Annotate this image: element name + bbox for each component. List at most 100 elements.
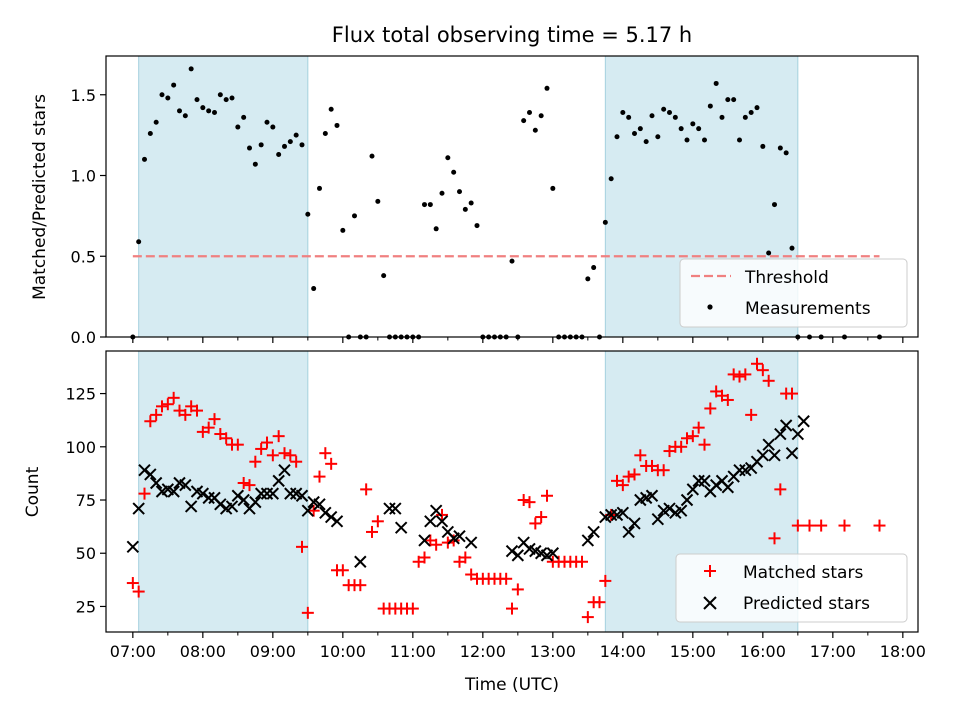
predicted-star-point (214, 498, 227, 511)
predicted-star-point (278, 464, 291, 477)
predicted-star-point (144, 468, 157, 481)
x-tick-label: 12:00 (460, 642, 506, 661)
matched-star-point (786, 387, 798, 400)
matched-star-point (704, 402, 717, 415)
matched-star-point (167, 391, 180, 404)
measurement-point (637, 126, 643, 132)
y-tick-label: 25 (76, 597, 96, 616)
chart-title: Flux total observing time = 5.17 h (332, 23, 692, 47)
predicted-star-point (628, 517, 641, 530)
predicted-star-point (196, 487, 210, 500)
measurement-point (532, 127, 538, 133)
predicted-star-point (254, 487, 268, 500)
measurement-point (760, 143, 766, 149)
measurement-point (527, 110, 532, 116)
measurement-point (667, 110, 672, 116)
measurement-point (264, 119, 270, 125)
predicted-star-point (616, 506, 630, 519)
predicted-star-point (464, 536, 478, 549)
measurement-point (690, 121, 696, 127)
predicted-star-point (511, 549, 525, 562)
predicted-star-point (768, 449, 781, 462)
measurement-point (439, 190, 445, 196)
predicted-star-point (721, 481, 735, 494)
matched-star-point (243, 479, 256, 492)
matched-star-point (418, 551, 431, 564)
measurement-point (731, 97, 737, 103)
measurement-point (252, 161, 258, 167)
matched-star-point (721, 393, 734, 406)
bottom-panel: 25 50 75 100 125 07:00 08:00 09:00 10:00 11:00 12… (23, 350, 926, 695)
measurement-point (462, 206, 468, 212)
measurement-point (544, 85, 550, 91)
x-axis-label: Time (UTC) (464, 675, 559, 695)
measurement-point (381, 273, 387, 279)
measurement-point (457, 189, 462, 195)
predicted-star-point (126, 540, 140, 554)
legend-measurements-swatch (707, 304, 713, 310)
measurement-point (742, 114, 748, 120)
matched-star-point (541, 489, 553, 502)
predicted-star-point (324, 510, 338, 524)
measurement-point (334, 122, 340, 128)
matched-star-point (366, 525, 378, 538)
matched-star-point (336, 564, 349, 577)
matched-star-point (406, 602, 419, 615)
matched-star-point (255, 442, 268, 455)
predicted-star-point (330, 515, 344, 528)
measurement-point (777, 145, 783, 151)
x-tick-label: 17:00 (810, 642, 856, 661)
measurement-point (655, 134, 661, 140)
matched-star-point (278, 447, 291, 460)
matched-star-point (208, 413, 221, 426)
matched-star-point (430, 538, 443, 551)
bottom-legend: Matched stars Predicted stars (675, 553, 908, 623)
matched-star-point (616, 479, 629, 492)
predicted-star-point (383, 502, 396, 515)
measurement-point (165, 95, 171, 101)
x-tick-label: 18:00 (880, 642, 926, 661)
predicted-star-point (149, 476, 163, 490)
y-tick-label: 125 (65, 385, 96, 404)
matched-star-point (581, 611, 594, 624)
measurement-point (748, 110, 754, 116)
measurement-point (299, 142, 305, 148)
matched-star-point (698, 438, 711, 451)
measurement-point (591, 265, 597, 271)
top-measurement-points (130, 66, 882, 340)
matched-star-point (237, 476, 250, 489)
x-tick-label: 14:00 (600, 642, 646, 661)
predicted-star-point (389, 502, 402, 515)
shaded-interval (138, 55, 309, 338)
matched-star-point (803, 519, 816, 532)
y-tick-label: 1.0 (71, 167, 96, 186)
bottom-y-ticks: 25 50 75 100 125 (65, 385, 106, 616)
x-tick-label: 15:00 (670, 642, 716, 661)
predicted-star-point (272, 474, 285, 488)
x-tick-label: 09:00 (250, 642, 296, 661)
predicted-star-point (301, 504, 315, 517)
measurement-point (136, 239, 142, 245)
predicted-star-point (231, 489, 245, 502)
predicted-star-point (651, 512, 665, 526)
matched-star-point (535, 511, 548, 524)
matched-star-point (126, 577, 139, 590)
predicted-star-point (266, 487, 280, 500)
matched-star-point (506, 602, 518, 615)
measurement-point (293, 132, 299, 138)
x-tick-label: 10:00 (320, 642, 366, 661)
y-tick-label: 75 (76, 491, 96, 510)
matched-star-point (774, 483, 787, 496)
measurement-point (772, 202, 777, 208)
matched-star-point (132, 585, 145, 598)
predicted-star-point (319, 506, 332, 519)
measurement-point (171, 82, 177, 88)
measurement-point (317, 185, 322, 191)
measurement-point (672, 114, 678, 120)
measurement-point (194, 97, 200, 103)
matched-star-point (179, 408, 192, 421)
measurement-point (550, 185, 556, 191)
x-tick-label: 11:00 (390, 642, 436, 661)
measurement-point (322, 131, 328, 137)
